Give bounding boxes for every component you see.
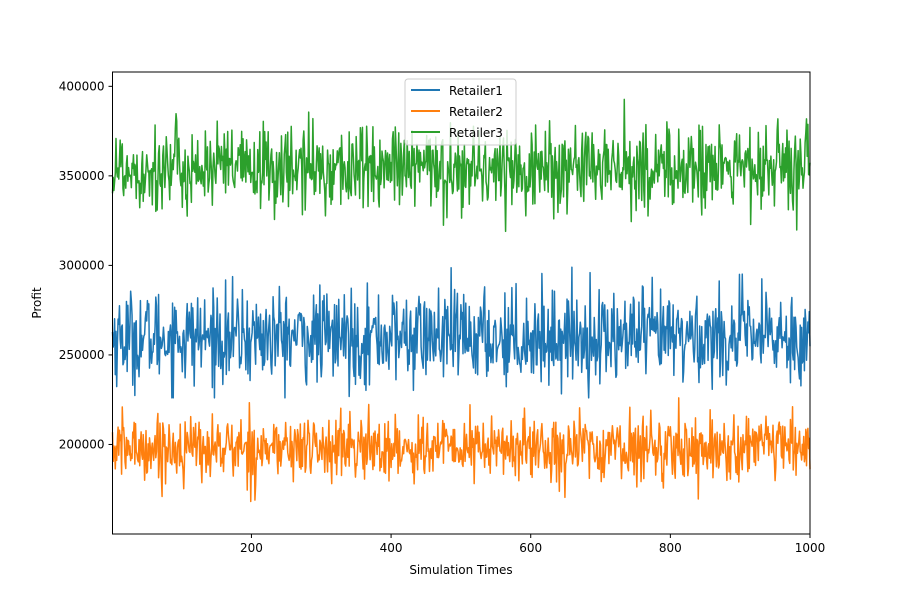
plot-frame [112,71,811,535]
legend-label-retailer3: Retailer3 [449,126,503,140]
legend-entry-retailer3: Retailer3 [411,126,503,140]
series-line-retailer1 [111,266,811,399]
legend-label-retailer2: Retailer2 [449,105,503,119]
series-line-retailer3 [111,98,811,233]
x-tick-label-200: 200 [240,541,263,555]
legend-entry-retailer2: Retailer2 [411,105,503,119]
y-axis-label: Profit [30,287,44,319]
x-tick-label-600: 600 [519,541,542,555]
y-tick-label-400000: 400000 [59,79,105,93]
x-axis: 200 400 600 800 1000 [240,534,825,555]
x-axis-label: Simulation Times [409,563,512,577]
y-tick-label-200000: 200000 [59,437,105,451]
legend-entry-retailer1: Retailer1 [411,84,503,98]
x-tick-label-400: 400 [380,541,403,555]
y-tick-label-350000: 350000 [59,169,105,183]
y-axis: 200000 250000 300000 350000 400000 [59,79,113,451]
series-layer [111,98,811,503]
y-tick-label-250000: 250000 [59,348,105,362]
legend-box [404,78,517,146]
legend: Retailer1 Retailer2 Retailer3 [404,78,517,146]
series-line-retailer2 [111,397,811,503]
x-tick-label-800: 800 [659,541,682,555]
x-tick-label-1000: 1000 [795,541,826,555]
y-tick-label-300000: 300000 [59,258,105,272]
legend-label-retailer1: Retailer1 [449,84,503,98]
